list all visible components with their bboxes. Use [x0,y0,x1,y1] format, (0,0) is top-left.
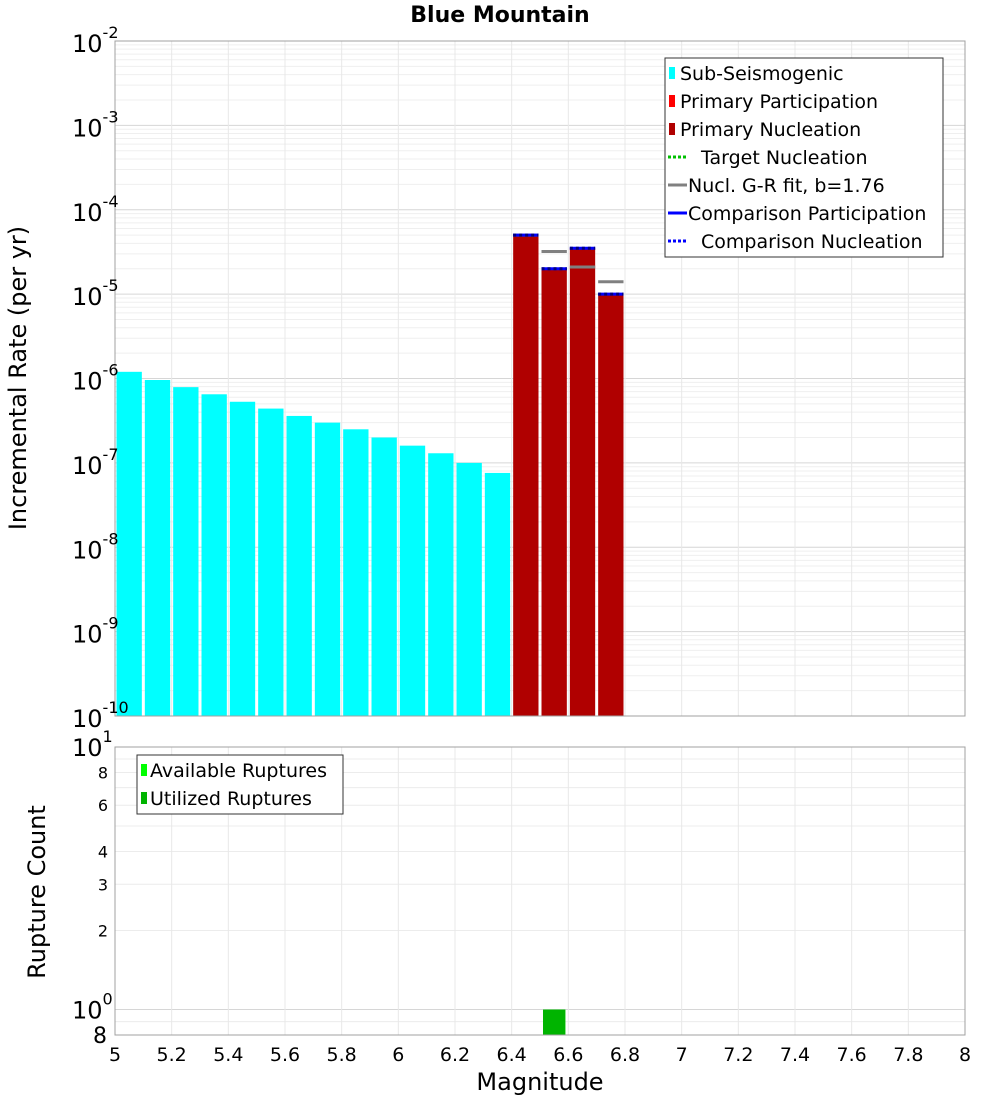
top-y-tick-exponent: -10 [103,698,129,717]
bottom-legend-box [136,754,344,815]
x-tick-label: 6.6 [553,1044,583,1066]
sub-seismogenic-bar [343,429,369,716]
legend-swatch [141,764,147,776]
x-tick-label: 7 [676,1044,688,1066]
top-legend-box [664,57,944,258]
top-y-tick-label: 10-7 [72,445,119,480]
bottom-y-tick-label: 3 [98,875,108,894]
chart-title: Blue Mountain [410,3,589,28]
top-y-axis-label: Incremental Rate (per yr) [4,226,32,530]
x-tick-label: 7.2 [723,1044,753,1066]
x-tick-label: 7.6 [837,1044,867,1066]
x-tick-label: 7.8 [893,1044,923,1066]
bottom-y-axis-label: Rupture Count [23,805,51,979]
bottom-legend-label: Available Ruptures [150,760,327,782]
x-tick-label: 5.6 [270,1044,300,1066]
top-y-tick-exponent: -4 [103,192,119,211]
bottom-plot-border [114,746,966,1036]
sub-seismogenic-bar [314,422,341,716]
top-y-tick-exponent: -3 [103,107,119,126]
top-y-tick-exponent: -6 [103,361,119,380]
sub-seismogenic-bar [399,445,426,716]
legend-swatch [669,67,675,79]
top-plot-border [114,40,966,717]
top-legend-label: Primary Nucleation [680,119,861,141]
top-y-tick-label: 10-8 [72,529,119,564]
bottom-y-tick-label: 100 [72,990,113,1025]
top-y-tick-label: 10-3 [72,107,119,142]
top-y-tick-exponent: -2 [103,23,119,42]
sub-seismogenic-bar [286,415,312,716]
top-plot: 10-2 10-3 10-4 10-5 10-6 10-7 10-8 10-9 10-10 Sub… [72,23,966,733]
legend-swatch [669,95,675,107]
top-legend-label: Comparison Participation [688,203,926,225]
top-y-tick-label: 10-10 [72,698,129,733]
top-y-tick-label: 10-2 [72,23,119,58]
top-legend-label: Nucl. G-R fit, b=1.76 [688,175,885,197]
top-y-tick-label: 10-4 [72,192,119,227]
top-legend: Sub-Seismogenic Primary Participation Prim… [664,57,944,258]
primary-nucleation-bar [513,235,539,716]
top-legend-label: Comparison Nucleation [701,231,923,253]
sub-seismogenic-bar [116,371,142,716]
primary-nucleation-bar [541,268,567,716]
bottom-y-tick-label: 2 [98,922,108,941]
top-legend-label: Target Nucleation [700,147,868,169]
primary-nucleation-bar [598,294,624,716]
x-tick-label: 5.2 [157,1044,187,1066]
x-tick-label: 5.4 [213,1044,243,1066]
bottom-legend-label: Utilized Ruptures [150,788,312,810]
bottom-y-tick-label: 6 [98,796,108,815]
sub-seismogenic-bar [484,472,511,716]
x-tick-label: 7.4 [780,1044,810,1066]
x-tick-label: 5 [109,1044,121,1066]
legend-swatch [669,123,675,135]
primary-nucleation-bar [569,248,596,717]
bottom-y-tick-label: 8 [98,763,108,782]
sub-seismogenic-bar [371,437,397,716]
bottom-y-tick-label: 4 [98,842,108,861]
top-y-tick-label: 10-5 [72,276,119,311]
x-tick-label: 5.8 [327,1044,357,1066]
top-y-tick-exponent: -5 [103,276,119,295]
x-tick-label: 6.4 [497,1044,527,1066]
top-y-tick-label: 10-6 [72,361,119,396]
sub-seismogenic-bar [428,453,454,716]
x-axis-label: Magnitude [476,1068,603,1096]
bottom-legend: Available Ruptures Utilized Ruptures [136,754,344,815]
sub-seismogenic-bar [173,387,199,716]
sub-seismogenic-bar [456,462,482,716]
bottom-y-tick-exponent: 1 [103,727,113,746]
top-legend-label: Sub-Seismogenic [680,63,844,85]
utilized-ruptures-bar [543,1009,566,1035]
x-tick-label: 6.2 [440,1044,470,1066]
top-legend-label: Primary Participation [680,91,878,113]
legend-swatch [141,792,147,804]
sub-seismogenic-bar [229,401,256,716]
bottom-y-tick-exponent: 0 [103,990,113,1009]
x-tick-label: 8 [959,1044,971,1066]
sub-seismogenic-bar [144,379,171,716]
top-y-tick-label: 10-9 [72,614,119,649]
x-tick-label: 6.8 [610,1044,640,1066]
top-y-tick-exponent: -7 [103,445,119,464]
x-tick-label: 6 [392,1044,404,1066]
bottom-y-tick-label: 8 [93,1024,107,1049]
top-y-tick-exponent: -9 [103,614,119,633]
top-y-tick-exponent: -8 [103,529,119,548]
sub-seismogenic-bar [258,408,284,716]
sub-seismogenic-bar [201,394,227,716]
